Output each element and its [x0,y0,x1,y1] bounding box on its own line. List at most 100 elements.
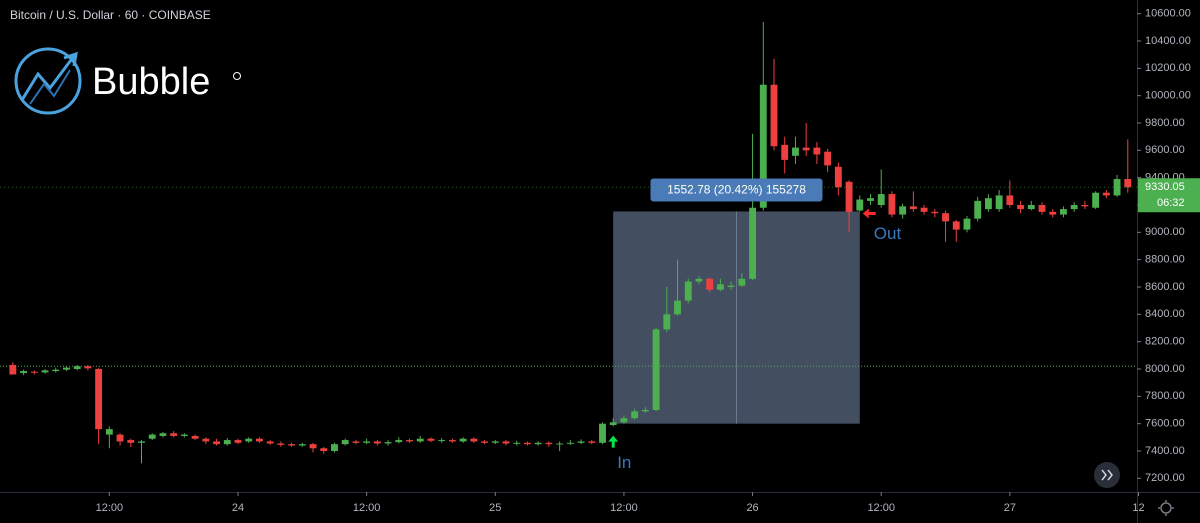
y-tick-label: 7400.00 [1145,445,1185,457]
candle [1092,191,1100,210]
candle-body [1006,195,1014,205]
y-tick-label: 8600.00 [1145,281,1185,293]
candle-body [491,441,499,443]
candle [824,148,832,173]
candle-body [684,281,692,301]
candle [1006,180,1014,208]
candle [781,136,789,174]
candle [384,440,392,446]
candle-body [159,433,167,436]
x-tick-label: 12:00 [610,502,638,514]
candle [277,441,285,447]
candle [395,437,403,444]
scroll-button-bg[interactable] [1094,462,1120,488]
x-tick-label: 12:00 [353,502,381,514]
candle-body [620,418,628,423]
candle [491,440,499,445]
logo-arrow [20,51,78,101]
candle [984,194,992,212]
candle-body [20,371,28,374]
candle-body [716,284,724,290]
candle [331,442,338,453]
y-tick-label: 8200.00 [1145,336,1185,348]
x-tick-label: 25 [489,502,501,514]
candle [159,431,167,438]
candle-body [652,329,660,410]
candle [813,142,821,164]
y-tick-label: 10400.00 [1145,35,1191,47]
candle-body [867,198,874,201]
candle [73,364,81,371]
candle-body [1027,205,1035,210]
in-label: In [617,453,631,472]
candle-body [534,442,542,445]
candle [974,196,982,222]
candle-body [931,211,939,214]
candle [1017,200,1025,214]
in-arrow [608,435,619,448]
candle [588,440,596,445]
x-tick-label: 27 [1004,502,1016,514]
candle-body [30,371,38,373]
candle [631,408,639,420]
candle [641,407,649,413]
candle [170,431,178,438]
candle-body [213,441,220,445]
candle-body [609,422,617,426]
candle-body [845,181,853,212]
x-tick-label: 12:00 [867,502,895,514]
symbol-title: Bitcoin / U.S. Dollar · 60 · COINBASE [10,8,211,22]
candle-body [331,444,338,451]
candle-body [202,438,210,442]
candle [706,277,714,293]
y-tick-label: 7800.00 [1145,390,1185,402]
settings-icon[interactable] [1160,502,1172,514]
candle [566,440,574,445]
candle-body [1124,179,1132,188]
settings-button[interactable] [1158,500,1174,516]
candle [9,362,17,375]
candle [256,437,263,443]
candle-body [1049,211,1057,215]
y-tick-label: 10000.00 [1145,90,1191,102]
y-tick-label: 9800.00 [1145,117,1185,129]
candle-body [52,369,60,372]
candle [556,441,564,451]
candle [845,180,853,233]
candle [738,273,746,287]
x-tick-label: 12 [1132,502,1144,514]
candle [116,433,124,446]
candle [223,438,231,446]
candle-body [834,166,842,188]
candle-body [352,441,360,443]
candle-body [1060,209,1067,215]
y-tick-label: 9000.00 [1145,226,1185,238]
candle [266,440,274,445]
candle [920,205,928,215]
candle [352,440,360,445]
candle [191,434,199,441]
candle-body [920,207,928,212]
candle [363,438,371,445]
logo-arrow-shadow [29,69,71,105]
candle [952,220,960,242]
candle-body [641,410,649,412]
candle [695,276,703,285]
candle [577,439,585,445]
candle-body [1102,192,1110,196]
y-tick-label: 10600.00 [1145,8,1191,20]
candle [599,422,606,445]
registered-mark [233,72,241,80]
candle-body [995,195,1003,210]
candle [459,437,467,443]
candle-body [824,151,832,166]
candle [245,437,253,443]
candle [52,367,60,373]
candle-body [1092,192,1100,208]
scroll-button[interactable] [1094,462,1120,488]
candle [438,438,446,443]
candle-body [191,435,199,439]
candle [20,369,28,376]
candle [202,437,210,445]
candle-body [942,213,949,222]
